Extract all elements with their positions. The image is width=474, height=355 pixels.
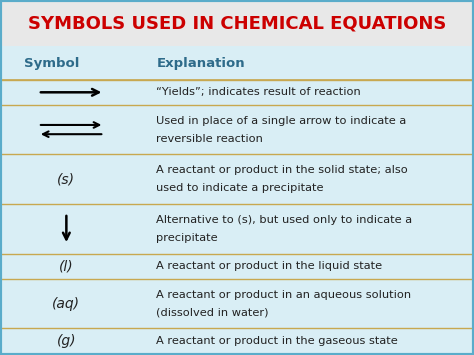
- Text: Used in place of a single arrow to indicate a: Used in place of a single arrow to indic…: [156, 116, 407, 126]
- Text: SYMBOLS USED IN CHEMICAL EQUATIONS: SYMBOLS USED IN CHEMICAL EQUATIONS: [28, 14, 446, 32]
- Text: (aq): (aq): [52, 296, 81, 311]
- Text: (s): (s): [57, 172, 75, 186]
- Text: Explanation: Explanation: [156, 57, 245, 70]
- Text: Alternative to (s), but used only to indicate a: Alternative to (s), but used only to ind…: [156, 215, 412, 225]
- Text: A reactant or product in the solid state; also: A reactant or product in the solid state…: [156, 165, 408, 175]
- Text: (g): (g): [56, 334, 76, 348]
- Text: (dissolved in water): (dissolved in water): [156, 307, 269, 317]
- FancyBboxPatch shape: [0, 46, 474, 355]
- Text: precipitate: precipitate: [156, 233, 218, 243]
- Text: A reactant or product in the gaseous state: A reactant or product in the gaseous sta…: [156, 336, 398, 346]
- Text: A reactant or product in an aqueous solution: A reactant or product in an aqueous solu…: [156, 290, 411, 300]
- Text: reversible reaction: reversible reaction: [156, 133, 263, 143]
- Text: A reactant or product in the liquid state: A reactant or product in the liquid stat…: [156, 261, 383, 271]
- FancyBboxPatch shape: [0, 0, 474, 46]
- Text: “Yields”; indicates result of reaction: “Yields”; indicates result of reaction: [156, 87, 361, 97]
- Text: used to indicate a precipitate: used to indicate a precipitate: [156, 183, 324, 193]
- Text: (l): (l): [59, 259, 73, 273]
- Text: Symbol: Symbol: [24, 57, 79, 70]
